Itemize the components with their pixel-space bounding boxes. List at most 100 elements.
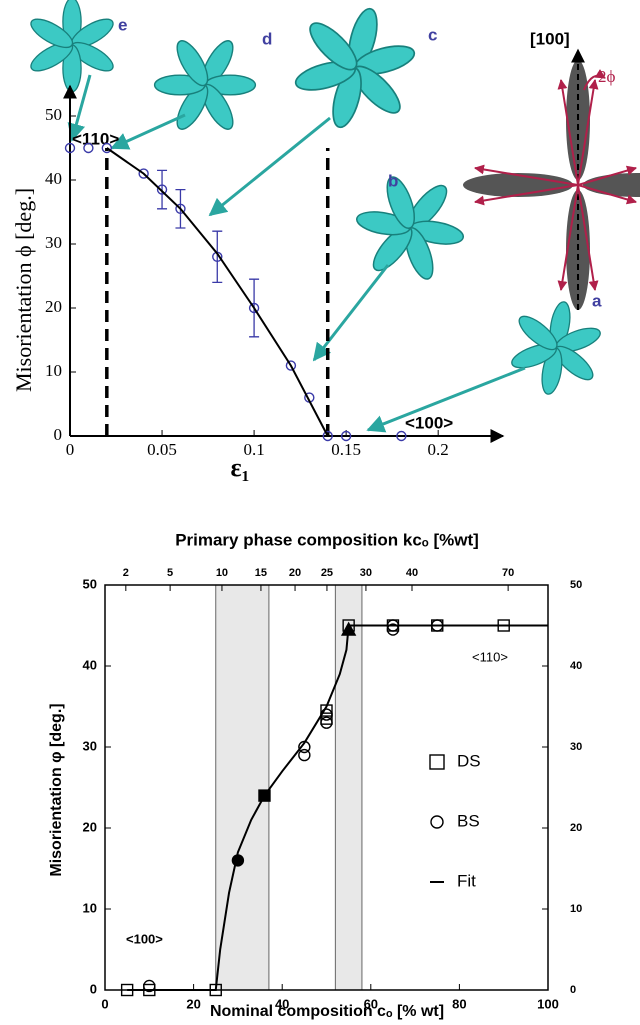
arrow bbox=[577, 184, 637, 205]
y2-tick-label: 20 bbox=[570, 822, 582, 834]
arrow bbox=[474, 184, 579, 206]
y-tick-label: 30 bbox=[83, 738, 97, 753]
x-tick-label: 0.1 bbox=[243, 440, 264, 459]
point bbox=[258, 789, 271, 802]
x-axis-label: ε₁ bbox=[231, 453, 250, 482]
point bbox=[83, 142, 94, 154]
panel-label: a bbox=[592, 291, 602, 310]
y-tick-label: 10 bbox=[45, 361, 62, 380]
dendrites bbox=[26, 0, 610, 403]
pointer bbox=[110, 113, 186, 150]
x2-tick-label: 30 bbox=[360, 567, 372, 579]
fit-line bbox=[106, 147, 329, 437]
panel-label: e bbox=[118, 15, 127, 34]
pointer bbox=[208, 116, 331, 217]
point bbox=[143, 979, 156, 993]
y-tick-label: 0 bbox=[90, 981, 97, 996]
x-tick-label: 80 bbox=[452, 996, 466, 1011]
x-axis-label: Nominal composition cₒ [% wt] bbox=[210, 1003, 444, 1020]
annotation: <110> bbox=[472, 649, 508, 664]
shaded-band bbox=[334, 584, 363, 991]
legend-label: DS bbox=[457, 751, 481, 770]
arrow bbox=[557, 79, 579, 186]
x2-tick-label: 20 bbox=[289, 567, 301, 579]
annotation: [100] bbox=[530, 29, 570, 48]
error-bar bbox=[212, 230, 223, 284]
point bbox=[64, 142, 76, 154]
lobe bbox=[583, 173, 640, 197]
x2-tick-label: 25 bbox=[321, 567, 333, 579]
x2-tick-label: 10 bbox=[216, 567, 228, 579]
panel-label: c bbox=[428, 25, 437, 44]
y2-tick-label: 40 bbox=[570, 660, 582, 672]
x-tick-label: 0.2 bbox=[428, 440, 449, 459]
y-tick-label: 20 bbox=[83, 819, 97, 834]
y2-tick-label: 10 bbox=[570, 903, 582, 915]
x-tick-label: 100 bbox=[537, 996, 559, 1011]
x-tick-label: 0.15 bbox=[331, 440, 361, 459]
y-tick-label: 30 bbox=[45, 233, 62, 252]
dendrite-e bbox=[26, 0, 118, 93]
dendrite-b bbox=[334, 152, 486, 304]
legend-label: BS bbox=[457, 811, 480, 830]
point bbox=[156, 184, 168, 195]
x-tick-label: 40 bbox=[275, 996, 289, 1011]
x-tick-label: 20 bbox=[186, 996, 200, 1011]
y-tick-label: 0 bbox=[54, 425, 63, 444]
chart-title: Primary phase composition kcₒ [%wt] bbox=[175, 530, 479, 549]
lobe bbox=[463, 173, 573, 197]
dendrite-c bbox=[281, 0, 429, 144]
pointer bbox=[312, 264, 390, 362]
x2-tick-label: 2 bbox=[123, 567, 129, 579]
point bbox=[285, 360, 297, 371]
y2-tick-label: 30 bbox=[570, 741, 582, 753]
x-tick-label: 0 bbox=[66, 440, 75, 459]
y-axis-label: Misorientation φ [deg.] bbox=[48, 703, 65, 876]
x2-tick-label: 40 bbox=[406, 567, 418, 579]
point bbox=[340, 621, 357, 636]
arrow bbox=[577, 79, 599, 186]
point bbox=[175, 203, 186, 215]
y-tick-label: 20 bbox=[45, 297, 62, 316]
legend-key bbox=[429, 754, 445, 770]
point bbox=[320, 712, 333, 725]
annotation: <100> bbox=[126, 931, 163, 946]
point bbox=[386, 623, 400, 636]
y-tick-label: 10 bbox=[83, 900, 97, 915]
y-tick-label: 50 bbox=[45, 105, 62, 124]
inset bbox=[463, 48, 640, 310]
x2-tick-label: 70 bbox=[502, 567, 514, 579]
point bbox=[340, 430, 352, 442]
x-tick-label: 60 bbox=[364, 996, 378, 1011]
y2-tick-label: 0 bbox=[570, 984, 576, 996]
annotation: <100> bbox=[405, 413, 453, 432]
plot-frame bbox=[104, 584, 549, 991]
legend-label: Fit bbox=[457, 871, 476, 890]
point bbox=[322, 430, 333, 442]
y-tick-label: 40 bbox=[83, 657, 97, 672]
arrow bbox=[577, 165, 637, 186]
point bbox=[396, 430, 407, 442]
pointer-arrows bbox=[67, 74, 526, 433]
arrow bbox=[577, 184, 599, 291]
point bbox=[298, 748, 311, 762]
arrow bbox=[474, 164, 579, 186]
y-tick-label: 50 bbox=[83, 576, 97, 591]
y2-tick-label: 50 bbox=[570, 579, 582, 591]
point bbox=[101, 142, 113, 154]
annotation: <110> bbox=[72, 129, 119, 148]
angle-arc bbox=[583, 69, 606, 91]
point bbox=[320, 716, 333, 729]
x-tick-label: 0.05 bbox=[147, 440, 177, 459]
panel-label: b bbox=[388, 171, 398, 190]
arrow bbox=[557, 184, 579, 291]
x2-tick-label: 15 bbox=[255, 567, 267, 579]
error-bar bbox=[157, 169, 168, 210]
x2-tick-label: 5 bbox=[167, 567, 173, 579]
legend-key bbox=[430, 815, 444, 829]
pointer bbox=[67, 74, 92, 142]
panel-label: d bbox=[262, 29, 272, 48]
pointer bbox=[366, 366, 526, 433]
annotation: 2ϕ bbox=[598, 67, 616, 86]
